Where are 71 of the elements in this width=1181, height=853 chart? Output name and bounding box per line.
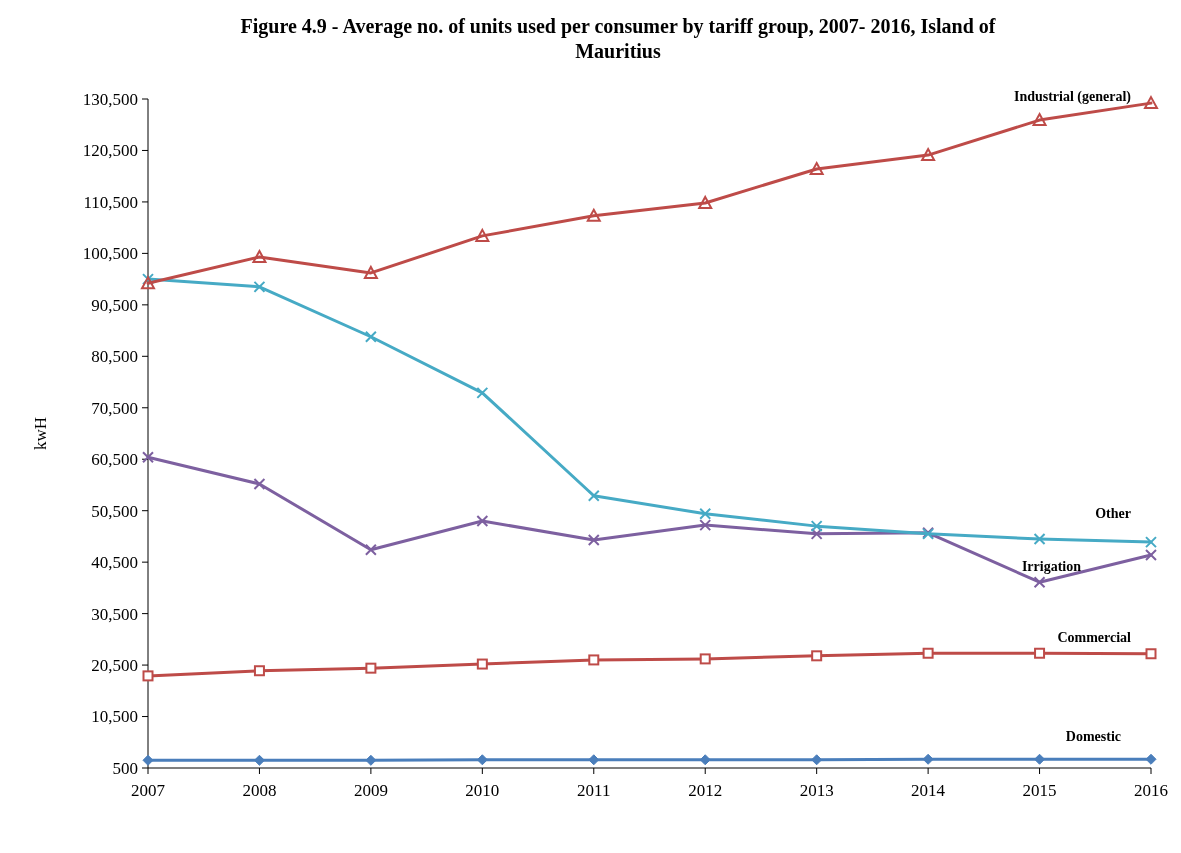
point [142, 451, 154, 464]
y-tick-label: 120,500 [82, 141, 138, 161]
y-tick-label: 130,500 [82, 89, 138, 109]
point [811, 650, 823, 662]
point [142, 670, 154, 682]
point [586, 208, 601, 222]
y-tick-label: 50,500 [91, 501, 138, 521]
point [699, 519, 712, 532]
series-label: Other [1095, 506, 1131, 522]
point [699, 507, 712, 520]
point [1145, 536, 1157, 549]
y-tick-label: 100,500 [82, 244, 138, 264]
y-tick-label: 70,500 [91, 398, 138, 418]
y-tick-label: 40,500 [91, 553, 138, 573]
point [476, 386, 489, 399]
point [1145, 648, 1157, 660]
point [809, 161, 824, 175]
series-label: Domestic [1065, 729, 1121, 745]
point [587, 534, 600, 547]
point [1032, 113, 1047, 127]
y-tick-label: 110,500 [83, 192, 138, 212]
point [1033, 576, 1046, 589]
point [476, 514, 489, 527]
x-tick-label: 2016 [1134, 781, 1168, 800]
point [364, 543, 377, 556]
y-tick-label: 90,500 [91, 295, 138, 315]
point [141, 276, 155, 290]
point [922, 647, 934, 659]
point [1033, 533, 1046, 545]
point [921, 148, 936, 162]
point [475, 228, 490, 242]
point [1144, 96, 1158, 110]
y-tick-label: 500 [112, 758, 138, 778]
x-tick-label: 2013 [799, 781, 834, 800]
chart-title: Figure 4.9 - Average no. of units used per consumer by tariff group, 2007- 2016, Island of Mauritius [239, 14, 997, 64]
point [253, 665, 265, 677]
point [1145, 753, 1157, 765]
series-label: Industrial (general) [1013, 89, 1132, 106]
point [922, 753, 934, 765]
series-label: Commercial [1057, 629, 1132, 645]
point [363, 265, 378, 279]
x-tick-label: 2015 [1022, 781, 1057, 800]
x-tick-label: 2007 [131, 781, 166, 800]
x-tick-label: 2012 [688, 781, 723, 800]
point [1145, 548, 1157, 561]
y-tick-label: 30,500 [91, 604, 138, 624]
x-tick-label: 2009 [353, 781, 388, 800]
x-tick-label: 2008 [242, 781, 277, 800]
series-label: Irrigation [1021, 558, 1082, 574]
point [698, 195, 713, 209]
point [364, 330, 377, 343]
point [699, 653, 711, 665]
point [1034, 647, 1046, 659]
point [365, 662, 377, 674]
x-tick-label: 2011 [577, 781, 611, 800]
y-axis-title: kwH [31, 416, 50, 451]
point [810, 520, 823, 533]
y-tick-label: 20,500 [91, 656, 138, 676]
point [588, 654, 600, 666]
point [365, 754, 377, 766]
x-tick-label: 2010 [465, 781, 500, 800]
point [253, 477, 266, 490]
point [252, 249, 267, 263]
y-tick-label: 10,500 [91, 707, 138, 727]
y-tick-label: 80,500 [91, 347, 138, 367]
point [587, 489, 600, 502]
point [476, 658, 488, 670]
x-tick-label: 2014 [911, 781, 946, 800]
y-tick-label: 60,500 [91, 450, 138, 470]
point [253, 280, 266, 293]
point [810, 527, 823, 540]
